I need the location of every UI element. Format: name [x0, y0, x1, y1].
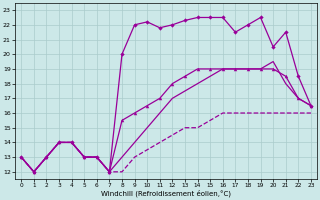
X-axis label: Windchill (Refroidissement éolien,°C): Windchill (Refroidissement éolien,°C) [101, 190, 231, 197]
